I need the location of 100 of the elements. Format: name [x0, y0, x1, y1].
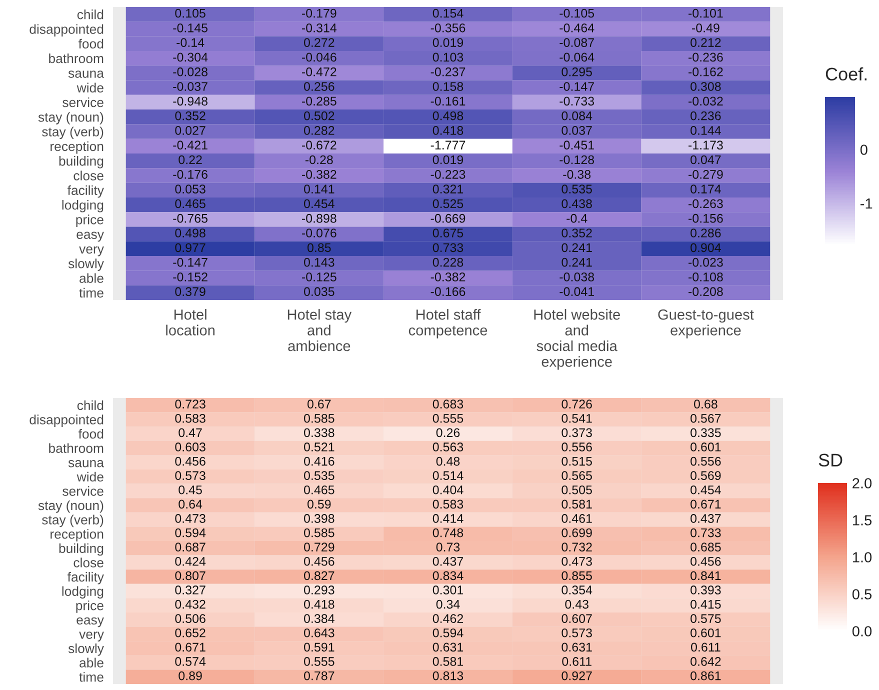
- y-tick-label: price: [76, 214, 104, 227]
- data-label: -0.046: [302, 52, 336, 62]
- data-label: 0.59: [307, 500, 331, 509]
- data-label: 0.726: [562, 400, 592, 409]
- data-label: 0.212: [690, 38, 721, 47]
- data-label: 0.418: [304, 600, 334, 609]
- data-label: -0.421: [173, 140, 208, 150]
- data-label: -0.304: [173, 52, 208, 62]
- data-label: -1.173: [688, 140, 723, 150]
- data-label: 0.301: [432, 586, 464, 594]
- data-label: 0.827: [304, 571, 334, 580]
- data-label: 0.424: [175, 556, 206, 566]
- data-label: 0.456: [304, 556, 334, 566]
- data-label: -0.076: [302, 228, 336, 238]
- data-label: 0.352: [175, 111, 206, 120]
- data-label: 0.415: [690, 600, 721, 609]
- y-tick-label: disappointed: [30, 414, 104, 427]
- y-tick-label: lodging: [62, 586, 104, 599]
- data-label: 0.85: [307, 243, 331, 252]
- data-label: 0.556: [690, 456, 721, 466]
- data-label: 0.64: [178, 500, 202, 509]
- data-label: 0.295: [562, 67, 592, 76]
- data-label: 0.671: [690, 500, 721, 509]
- data-label: 0.461: [562, 514, 592, 523]
- data-label: 0.47: [178, 428, 202, 438]
- data-label: 0.154: [432, 8, 464, 18]
- data-label: 0.158: [432, 82, 464, 91]
- data-label: 0.035: [304, 287, 334, 296]
- data-label: -0.49: [692, 23, 720, 32]
- data-label: -0.948: [173, 96, 208, 106]
- data-label: -0.382: [302, 170, 336, 179]
- data-label: 0.335: [690, 428, 721, 438]
- data-label: 0.282: [304, 126, 334, 135]
- data-label: 0.573: [562, 628, 592, 638]
- y-tick-label: food: [78, 428, 104, 439]
- data-label: 0.813: [432, 671, 464, 680]
- data-label: 0.241: [562, 243, 592, 252]
- data-label: 0.583: [175, 414, 206, 423]
- data-label: 0.019: [432, 155, 464, 164]
- data-label: -0.176: [173, 170, 208, 179]
- y-tick-label: easy: [76, 232, 104, 242]
- y-tick-label: slowly: [68, 258, 104, 271]
- data-label: 0.272: [304, 38, 334, 47]
- data-label: 0.256: [304, 82, 334, 91]
- y-tick-label: bathroom: [49, 53, 104, 64]
- y-tick-label: sauna: [68, 460, 104, 468]
- y-tick-label: able: [80, 273, 104, 283]
- data-label: 0.732: [562, 542, 592, 552]
- data-label: 0.67: [307, 400, 331, 409]
- data-label: 0.027: [175, 126, 206, 135]
- data-label: 0.456: [690, 556, 721, 566]
- data-label: -0.263: [688, 199, 723, 208]
- data-label: 0.555: [432, 414, 464, 423]
- data-label: -0.669: [430, 214, 466, 223]
- data-label: 0.48: [436, 456, 460, 466]
- y-tick-label: service: [62, 97, 104, 108]
- data-label: -0.128: [560, 155, 594, 164]
- data-label: 0.047: [690, 155, 721, 164]
- data-label: 0.379: [175, 287, 206, 296]
- data-label: 0.144: [690, 126, 721, 135]
- data-label: -0.145: [173, 23, 208, 32]
- data-label: 0.834: [432, 571, 464, 580]
- y-tick-label: sauna: [68, 70, 104, 78]
- data-label: 0.525: [432, 199, 464, 208]
- data-label: 0.643: [304, 628, 334, 638]
- data-label: 0.575: [690, 614, 721, 624]
- data-label: -0.382: [430, 272, 466, 282]
- data-label: -0.032: [688, 96, 723, 106]
- y-tick-label: time: [79, 672, 104, 682]
- y-tick-label: time: [79, 288, 104, 298]
- color-bar-label: 1.0: [852, 552, 872, 562]
- x-tick-label: Hotel stay and ambience: [288, 309, 352, 352]
- data-label: -0.898: [302, 214, 336, 223]
- data-label: 0.174: [690, 184, 721, 194]
- y-tick-label: very: [79, 632, 104, 642]
- data-label: 0.581: [562, 500, 592, 509]
- data-label: 0.34: [436, 600, 460, 609]
- y-tick-label: close: [74, 558, 104, 568]
- data-label: 0.404: [432, 485, 464, 494]
- data-label: 0.22: [178, 155, 202, 164]
- data-label: 0.861: [690, 671, 721, 680]
- data-label: 0.583: [432, 500, 464, 509]
- data-label: 0.573: [175, 471, 206, 480]
- data-label: -0.237: [430, 67, 466, 76]
- y-tick-label: easy: [76, 617, 104, 628]
- data-label: 0.591: [304, 642, 334, 652]
- data-label: -0.108: [688, 272, 723, 282]
- data-label: 0.438: [562, 199, 592, 208]
- data-label: -0.279: [688, 170, 723, 179]
- data-label: 0.563: [432, 442, 464, 452]
- y-tick-label: bathroom: [49, 443, 104, 453]
- data-label: 0.354: [562, 586, 592, 594]
- y-tick-label: wide: [76, 472, 104, 482]
- data-label: 0.418: [432, 126, 464, 135]
- data-label: 0.89: [178, 671, 202, 680]
- data-label: 0.103: [432, 52, 464, 62]
- data-label: -0.236: [688, 52, 723, 62]
- data-label: 0.601: [690, 628, 721, 638]
- data-label: -0.472: [302, 67, 336, 76]
- data-label: 0.733: [432, 243, 464, 252]
